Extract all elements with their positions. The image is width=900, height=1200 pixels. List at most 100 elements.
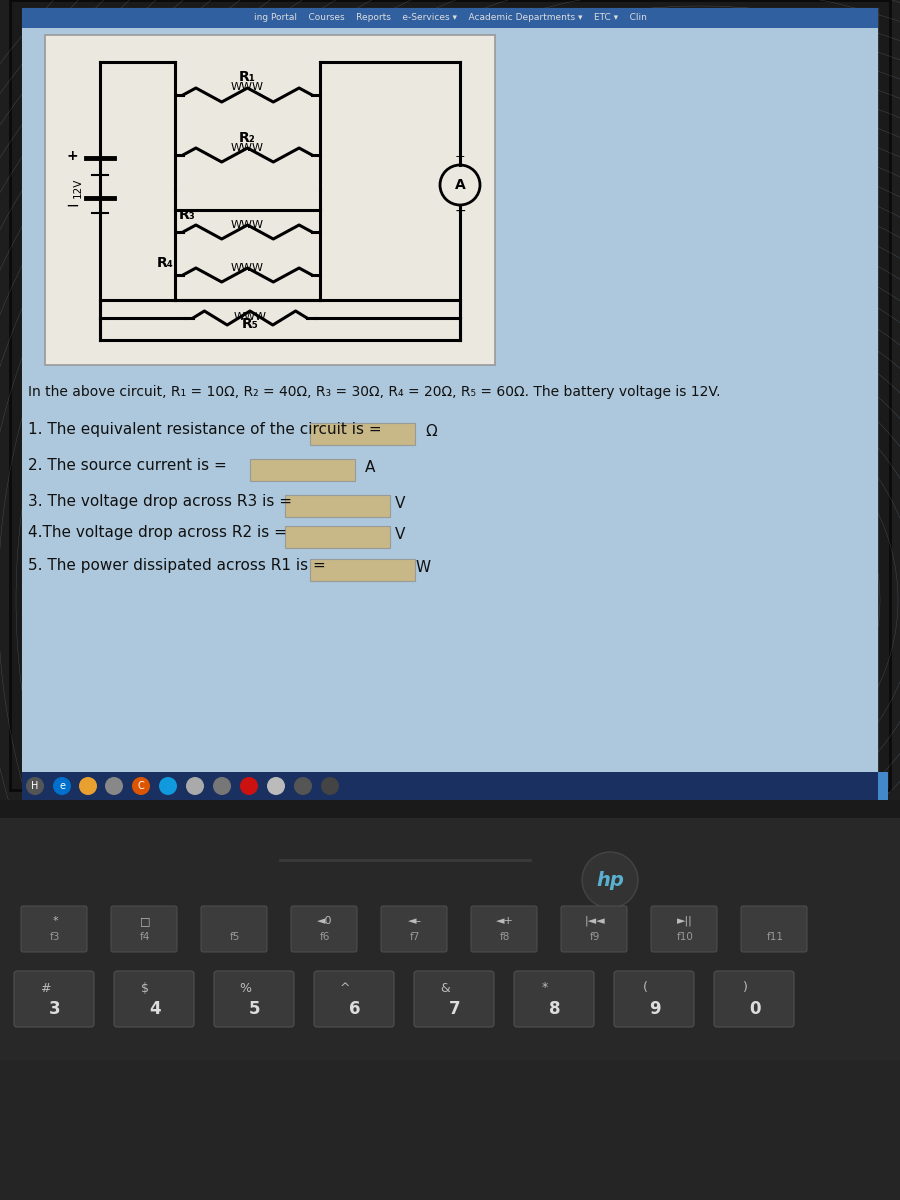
Bar: [22, 8, 878, 28]
Text: −: −: [65, 197, 79, 215]
Text: 5: 5: [249, 1000, 261, 1018]
Text: f5: f5: [230, 932, 240, 942]
Text: f9: f9: [590, 932, 600, 942]
Text: WWW: WWW: [233, 312, 266, 322]
Text: &: &: [440, 982, 450, 995]
Text: V: V: [395, 527, 405, 542]
Text: 4: 4: [149, 1000, 161, 1018]
FancyBboxPatch shape: [514, 971, 594, 1027]
Text: □: □: [140, 916, 150, 926]
Text: R₂: R₂: [239, 131, 256, 145]
Text: R₅: R₅: [241, 317, 258, 331]
FancyBboxPatch shape: [471, 906, 537, 952]
FancyBboxPatch shape: [214, 971, 294, 1027]
Text: 3: 3: [50, 1000, 61, 1018]
Text: R₃: R₃: [179, 208, 196, 222]
Text: #: #: [40, 982, 50, 995]
Circle shape: [267, 778, 285, 794]
Text: $: $: [141, 982, 149, 995]
Bar: [0, 1060, 900, 1200]
FancyBboxPatch shape: [291, 906, 357, 952]
Circle shape: [240, 778, 258, 794]
Text: 9: 9: [649, 1000, 661, 1018]
Bar: [285, 494, 390, 517]
FancyBboxPatch shape: [114, 971, 194, 1027]
Circle shape: [105, 778, 123, 794]
FancyBboxPatch shape: [714, 971, 794, 1027]
Text: f6: f6: [320, 932, 330, 942]
Circle shape: [186, 778, 204, 794]
Text: f7: f7: [410, 932, 420, 942]
Bar: [10, 0, 890, 790]
Text: WWW: WWW: [231, 220, 264, 230]
Bar: [310, 422, 415, 445]
Text: ^: ^: [340, 982, 350, 995]
Text: 12V: 12V: [73, 178, 83, 198]
FancyBboxPatch shape: [651, 906, 717, 952]
FancyBboxPatch shape: [201, 906, 267, 952]
Text: A: A: [365, 460, 375, 475]
FancyBboxPatch shape: [414, 971, 494, 1027]
Text: f4: f4: [140, 932, 150, 942]
Text: *: *: [52, 916, 58, 926]
Text: 1. The equivalent resistance of the circuit is =: 1. The equivalent resistance of the circ…: [28, 422, 382, 437]
Text: f3: f3: [50, 932, 60, 942]
Text: R₁: R₁: [239, 70, 256, 84]
Text: H: H: [32, 781, 39, 791]
Circle shape: [53, 778, 71, 794]
Text: V: V: [395, 496, 405, 511]
FancyBboxPatch shape: [381, 906, 447, 952]
FancyBboxPatch shape: [741, 906, 807, 952]
Text: f8: f8: [500, 932, 510, 942]
FancyBboxPatch shape: [14, 971, 94, 1027]
Bar: [310, 559, 415, 581]
Circle shape: [26, 778, 44, 794]
Text: 3. The voltage drop across R3 is =: 3. The voltage drop across R3 is =: [28, 494, 292, 509]
Bar: [0, 800, 900, 818]
Text: 4.The voltage drop across R2 is =: 4.The voltage drop across R2 is =: [28, 526, 287, 540]
Text: −: −: [454, 204, 466, 218]
Circle shape: [294, 778, 312, 794]
Text: In the above circuit, R₁ = 10Ω, R₂ = 40Ω, R₃ = 30Ω, R₄ = 20Ω, R₅ = 60Ω. The batt: In the above circuit, R₁ = 10Ω, R₂ = 40Ω…: [28, 385, 721, 398]
Text: ing Portal    Courses    Reports    e-Services ▾    Academic Departments ▾    ET: ing Portal Courses Reports e-Services ▾ …: [254, 13, 646, 23]
Text: f10: f10: [677, 932, 693, 942]
Text: A: A: [454, 178, 465, 192]
Text: hp: hp: [596, 870, 624, 889]
Text: e: e: [59, 781, 65, 791]
Text: W: W: [415, 560, 430, 575]
Text: |◄◄: |◄◄: [585, 916, 606, 926]
Text: %: %: [239, 982, 251, 995]
Text: R₄: R₄: [157, 256, 174, 270]
Text: 6: 6: [349, 1000, 361, 1018]
Text: C: C: [138, 781, 144, 791]
Bar: [250, 458, 355, 481]
FancyBboxPatch shape: [21, 906, 87, 952]
FancyBboxPatch shape: [314, 971, 394, 1027]
Text: 5. The power dissipated across R1 is =: 5. The power dissipated across R1 is =: [28, 558, 326, 572]
Text: ◄+: ◄+: [496, 916, 514, 926]
Text: 7: 7: [449, 1000, 461, 1018]
Text: (: (: [643, 982, 647, 995]
Text: ): ): [742, 982, 747, 995]
Text: WWW: WWW: [231, 263, 264, 272]
Bar: [22, 8, 878, 776]
Text: f11: f11: [767, 932, 784, 942]
Bar: [878, 772, 888, 800]
Bar: [22, 772, 878, 800]
Bar: [285, 526, 390, 548]
Text: ◄0: ◄0: [317, 916, 333, 926]
Circle shape: [159, 778, 177, 794]
Bar: [45, 35, 495, 365]
Text: 8: 8: [549, 1000, 561, 1018]
Circle shape: [321, 778, 339, 794]
Text: 0: 0: [749, 1000, 760, 1018]
Text: ◄–: ◄–: [408, 916, 422, 926]
Text: +: +: [67, 149, 77, 163]
Text: WWW: WWW: [231, 143, 264, 152]
Bar: [0, 818, 900, 1200]
FancyBboxPatch shape: [561, 906, 627, 952]
Text: WWW: WWW: [231, 82, 264, 92]
Text: +: +: [454, 150, 465, 163]
Bar: [22, 28, 878, 776]
Circle shape: [582, 852, 638, 908]
